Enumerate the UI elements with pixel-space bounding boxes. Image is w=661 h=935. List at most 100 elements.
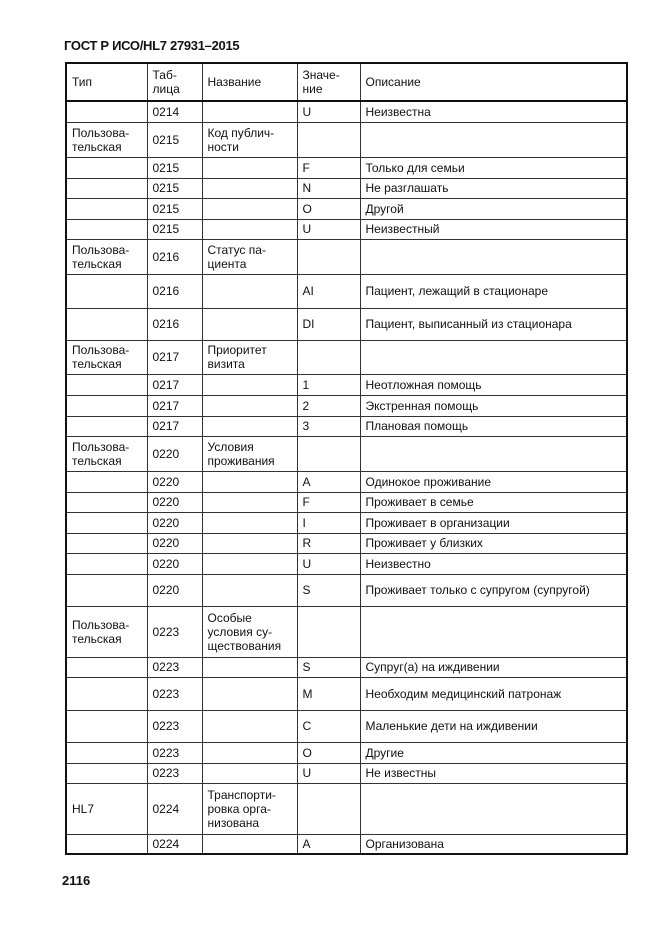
table-row: 0223 S Супруг(а) на иждивении (65, 656, 628, 678)
cell-value: U (296, 762, 361, 784)
cell-name (201, 491, 298, 513)
cell-name (201, 552, 298, 575)
cell-description (359, 238, 628, 275)
column-header-type: Тип (65, 62, 148, 102)
cell-description: Пациент, выписанный из стационара (359, 307, 628, 341)
cell-name (201, 218, 298, 240)
cell-table: 0220 (146, 532, 203, 554)
cell-name (201, 415, 298, 437)
cell-table: 0220 (146, 511, 203, 534)
cell-name: Приоритет визита (201, 339, 298, 375)
page-number: 2116 (62, 873, 91, 888)
cell-type: Пользова- тельская (65, 238, 148, 275)
table-row: 0220 S Проживает только с супругом (супруг… (65, 573, 628, 607)
table-row: 0220 U Неизвестно (65, 552, 628, 575)
cell-description: Экстренная помощь (359, 394, 628, 417)
cell-table: 0220 (146, 552, 203, 575)
cell-description: Неизвестна (359, 100, 628, 123)
table-row: Пользова- тельская 0220 Условия проживания (65, 435, 628, 472)
cell-table: 0223 (146, 656, 203, 678)
cell-type: Пользова- тельская (65, 435, 148, 472)
cell-name (201, 573, 298, 607)
cell-table: 0217 (146, 394, 203, 417)
cell-name (201, 177, 298, 199)
cell-value (296, 339, 361, 375)
cell-type (65, 676, 148, 711)
cell-description: Маленькие дети на иждивении (359, 709, 628, 743)
table-row: 0215 N Не разглашать (65, 177, 628, 199)
cell-type (65, 218, 148, 240)
column-header-name: Название (201, 62, 298, 102)
cell-table: 0223 (146, 762, 203, 784)
cell-table: 0217 (146, 415, 203, 437)
cell-name: Код публич- ности (201, 121, 298, 158)
cell-name: Условия проживания (201, 435, 298, 472)
cell-name (201, 741, 298, 764)
cell-name: Особые условия су- ществования (201, 605, 298, 658)
cell-name: Транспорти- ровка орга- низована (201, 782, 298, 835)
cell-value: DI (296, 307, 361, 341)
table-row: 0216 AI Пациент, лежащий в стационаре (65, 273, 628, 309)
table-row: 0217 2 Экстренная помощь (65, 394, 628, 417)
cell-value: S (296, 573, 361, 607)
cell-type (65, 394, 148, 417)
cell-value: N (296, 177, 361, 199)
cell-type (65, 511, 148, 534)
table-row: 0217 1 Неотложная помощь (65, 373, 628, 396)
cell-value: 3 (296, 415, 361, 437)
cell-type (65, 573, 148, 607)
cell-name (201, 709, 298, 743)
cell-table: 0216 (146, 273, 203, 309)
cell-value: C (296, 709, 361, 743)
cell-description: Организована (359, 833, 628, 855)
cell-value: F (296, 156, 361, 179)
table-row: Пользова- тельская 0217 Приоритет визита (65, 339, 628, 375)
cell-table: 0220 (146, 491, 203, 513)
cell-table: 0217 (146, 339, 203, 375)
cell-name (201, 373, 298, 396)
cell-type (65, 415, 148, 437)
cell-type (65, 656, 148, 678)
cell-value: AI (296, 273, 361, 309)
cell-type (65, 373, 148, 396)
cell-name (201, 762, 298, 784)
cell-table: 0223 (146, 605, 203, 658)
cell-description (359, 605, 628, 658)
cell-description (359, 121, 628, 158)
column-header-table: Таб- лица (146, 62, 203, 102)
table-row: 0223 O Другие (65, 741, 628, 764)
cell-name (201, 273, 298, 309)
cell-table: 0220 (146, 435, 203, 472)
cell-description (359, 782, 628, 835)
cell-value: O (296, 197, 361, 220)
cell-table: 0216 (146, 307, 203, 341)
cell-value: U (296, 218, 361, 240)
cell-table: 0214 (146, 100, 203, 123)
table-row: 0217 3 Плановая помощь (65, 415, 628, 437)
cell-description: Не разглашать (359, 177, 628, 199)
cell-type (65, 532, 148, 554)
cell-value: 1 (296, 373, 361, 396)
cell-value: U (296, 100, 361, 123)
cell-table: 0223 (146, 709, 203, 743)
cell-description (359, 339, 628, 375)
cell-description: Неизвестно (359, 552, 628, 575)
cell-type (65, 307, 148, 341)
cell-value (296, 782, 361, 835)
cell-value: 2 (296, 394, 361, 417)
cell-type (65, 833, 148, 855)
cell-name (201, 307, 298, 341)
cell-table: 0224 (146, 782, 203, 835)
cell-value: A (296, 470, 361, 493)
cell-type: Пользова- тельская (65, 339, 148, 375)
cell-value (296, 238, 361, 275)
table-row: HL7 0224 Транспорти- ровка орга- низована (65, 782, 628, 835)
cell-description: Только для семьи (359, 156, 628, 179)
cell-table: 0224 (146, 833, 203, 855)
cell-description: Другие (359, 741, 628, 764)
cell-table: 0223 (146, 741, 203, 764)
cell-value: S (296, 656, 361, 678)
cell-table: 0220 (146, 470, 203, 493)
cell-value (296, 605, 361, 658)
table-row: 0223 C Маленькие дети на иждивении (65, 709, 628, 743)
